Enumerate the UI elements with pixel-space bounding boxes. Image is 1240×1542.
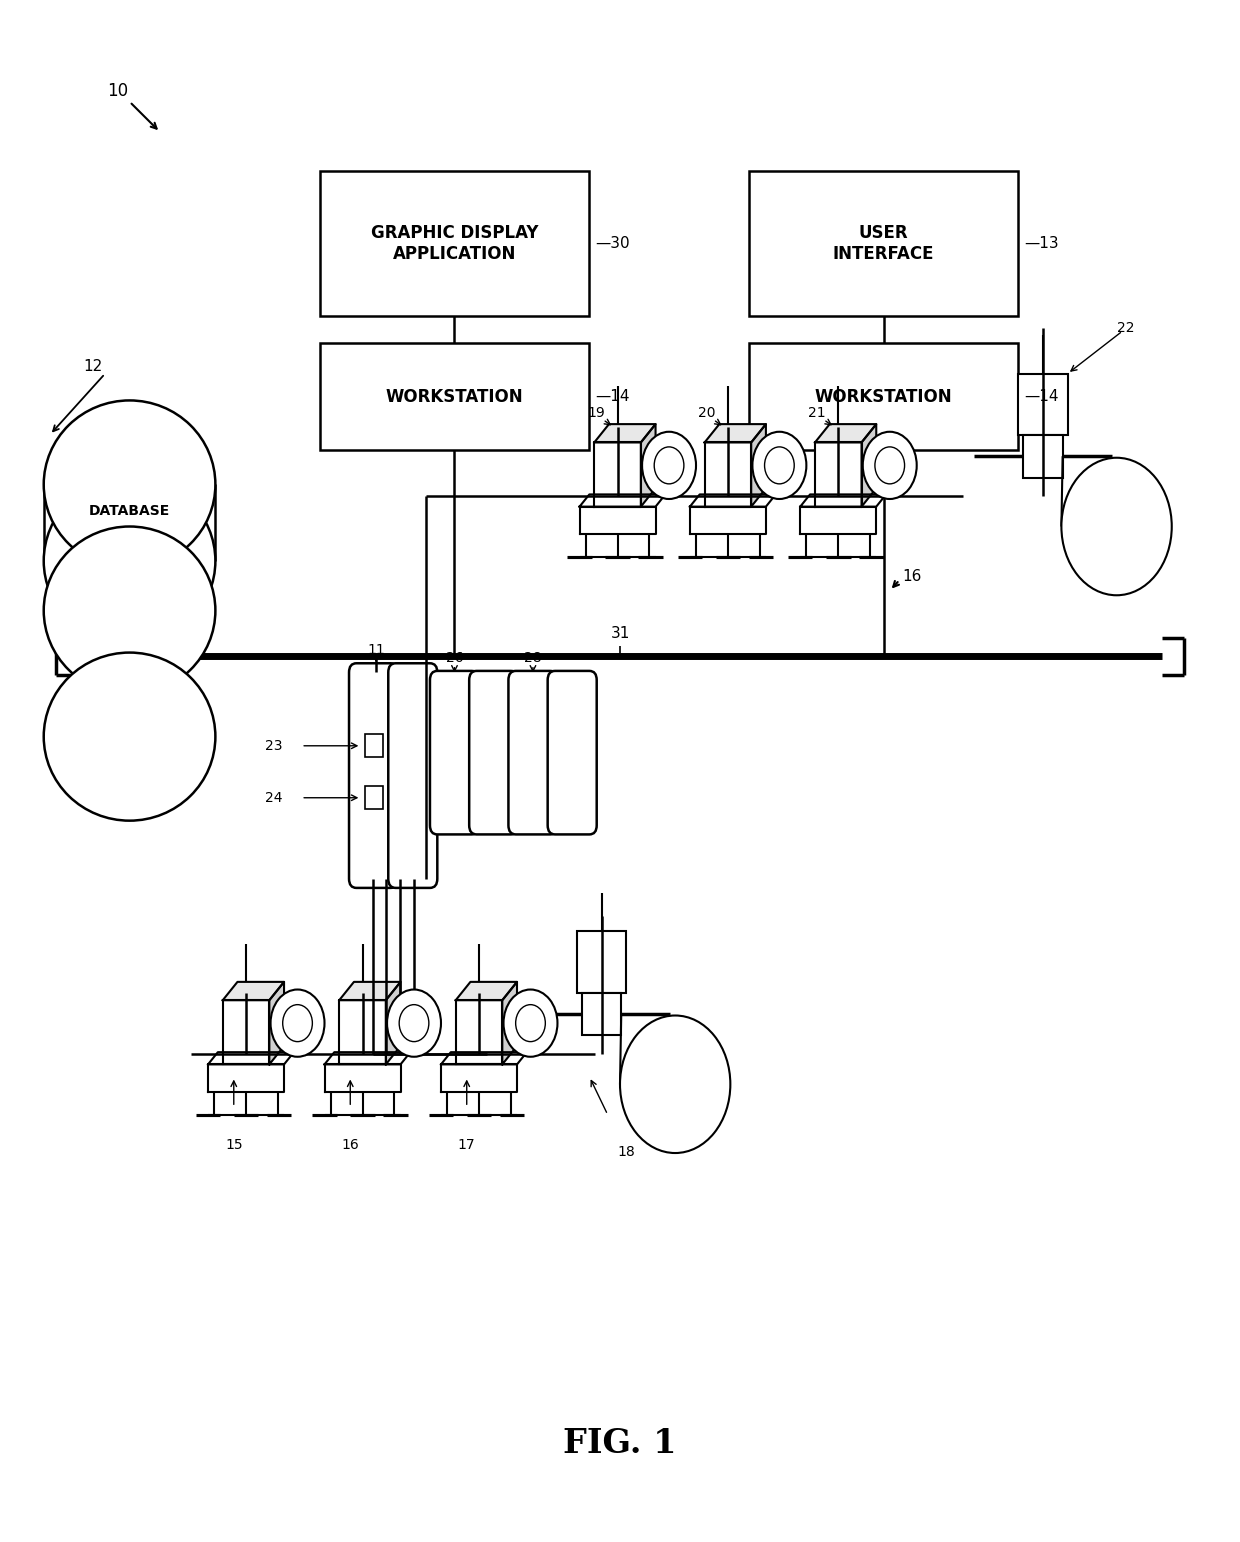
Polygon shape [800, 495, 887, 507]
Bar [1023, 435, 1063, 478]
Ellipse shape [43, 476, 216, 645]
Polygon shape [689, 507, 766, 534]
FancyBboxPatch shape [469, 671, 518, 834]
Text: 31: 31 [610, 626, 630, 641]
FancyBboxPatch shape [548, 671, 596, 834]
Text: 10: 10 [107, 82, 128, 100]
Text: 23: 23 [265, 739, 283, 752]
Text: 21: 21 [808, 406, 826, 419]
Text: USER
INTERFACE: USER INTERFACE [833, 225, 935, 264]
Polygon shape [223, 982, 284, 1001]
Text: 22: 22 [1116, 321, 1135, 335]
Text: 17: 17 [458, 1138, 476, 1152]
Polygon shape [751, 424, 766, 507]
Text: DATABASE: DATABASE [89, 504, 170, 518]
Bar [749, 344, 1018, 450]
Text: WORKSTATION: WORKSTATION [815, 387, 952, 406]
Circle shape [863, 432, 916, 500]
Polygon shape [862, 424, 877, 507]
Circle shape [642, 432, 696, 500]
Circle shape [503, 990, 558, 1056]
Polygon shape [325, 1052, 410, 1064]
Text: 15: 15 [224, 1138, 243, 1152]
Polygon shape [441, 1064, 517, 1092]
Text: —30: —30 [595, 236, 630, 251]
Polygon shape [689, 495, 776, 507]
Polygon shape [386, 982, 401, 1064]
Circle shape [516, 1005, 546, 1042]
Ellipse shape [43, 401, 216, 569]
Polygon shape [704, 424, 766, 443]
Polygon shape [594, 443, 641, 507]
Text: 19: 19 [588, 406, 605, 419]
Polygon shape [815, 443, 862, 507]
Polygon shape [579, 507, 656, 534]
Circle shape [399, 1005, 429, 1042]
Circle shape [620, 1016, 730, 1153]
Polygon shape [502, 982, 517, 1064]
Text: WORKSTATION: WORKSTATION [386, 387, 523, 406]
Text: 12: 12 [83, 359, 103, 373]
Polygon shape [579, 495, 666, 507]
Polygon shape [269, 982, 284, 1064]
Text: 18: 18 [618, 1146, 635, 1160]
Text: 16: 16 [901, 569, 921, 584]
Polygon shape [704, 443, 751, 507]
Polygon shape [223, 1001, 269, 1064]
FancyBboxPatch shape [430, 671, 479, 834]
Circle shape [283, 1005, 312, 1042]
Bar [582, 993, 621, 1035]
Polygon shape [815, 424, 877, 443]
Polygon shape [340, 982, 401, 1001]
Text: —14: —14 [1024, 389, 1059, 404]
Polygon shape [208, 1052, 294, 1064]
Circle shape [270, 990, 325, 1056]
FancyBboxPatch shape [508, 671, 558, 834]
Polygon shape [456, 982, 517, 1001]
FancyBboxPatch shape [388, 663, 438, 888]
Text: 26: 26 [445, 651, 464, 665]
Text: 16: 16 [341, 1138, 360, 1152]
Polygon shape [641, 424, 656, 507]
Bar [577, 931, 626, 993]
Ellipse shape [43, 526, 216, 694]
FancyBboxPatch shape [348, 663, 398, 888]
Ellipse shape [43, 652, 216, 820]
Bar [1018, 373, 1068, 435]
Circle shape [387, 990, 441, 1056]
Text: 24: 24 [265, 791, 283, 805]
Text: —13: —13 [1024, 236, 1059, 251]
Text: GRAPHIC DISPLAY
APPLICATION: GRAPHIC DISPLAY APPLICATION [371, 225, 538, 264]
Text: FIG. 1: FIG. 1 [563, 1426, 677, 1460]
Text: 28: 28 [525, 651, 542, 665]
Circle shape [753, 432, 806, 500]
Bar [749, 171, 1018, 316]
Bar [365, 786, 383, 810]
Text: —14: —14 [595, 389, 630, 404]
Polygon shape [441, 1052, 527, 1064]
Polygon shape [325, 1064, 401, 1092]
Circle shape [655, 447, 684, 484]
Bar [320, 344, 589, 450]
Circle shape [875, 447, 905, 484]
Circle shape [765, 447, 795, 484]
Polygon shape [456, 1001, 502, 1064]
Text: 11: 11 [367, 643, 384, 657]
Bar [365, 734, 383, 757]
Bar [320, 171, 589, 316]
Polygon shape [208, 1064, 284, 1092]
Polygon shape [800, 507, 877, 534]
Polygon shape [340, 1001, 386, 1064]
Polygon shape [594, 424, 656, 443]
Circle shape [1061, 458, 1172, 595]
Text: 20: 20 [698, 406, 715, 419]
